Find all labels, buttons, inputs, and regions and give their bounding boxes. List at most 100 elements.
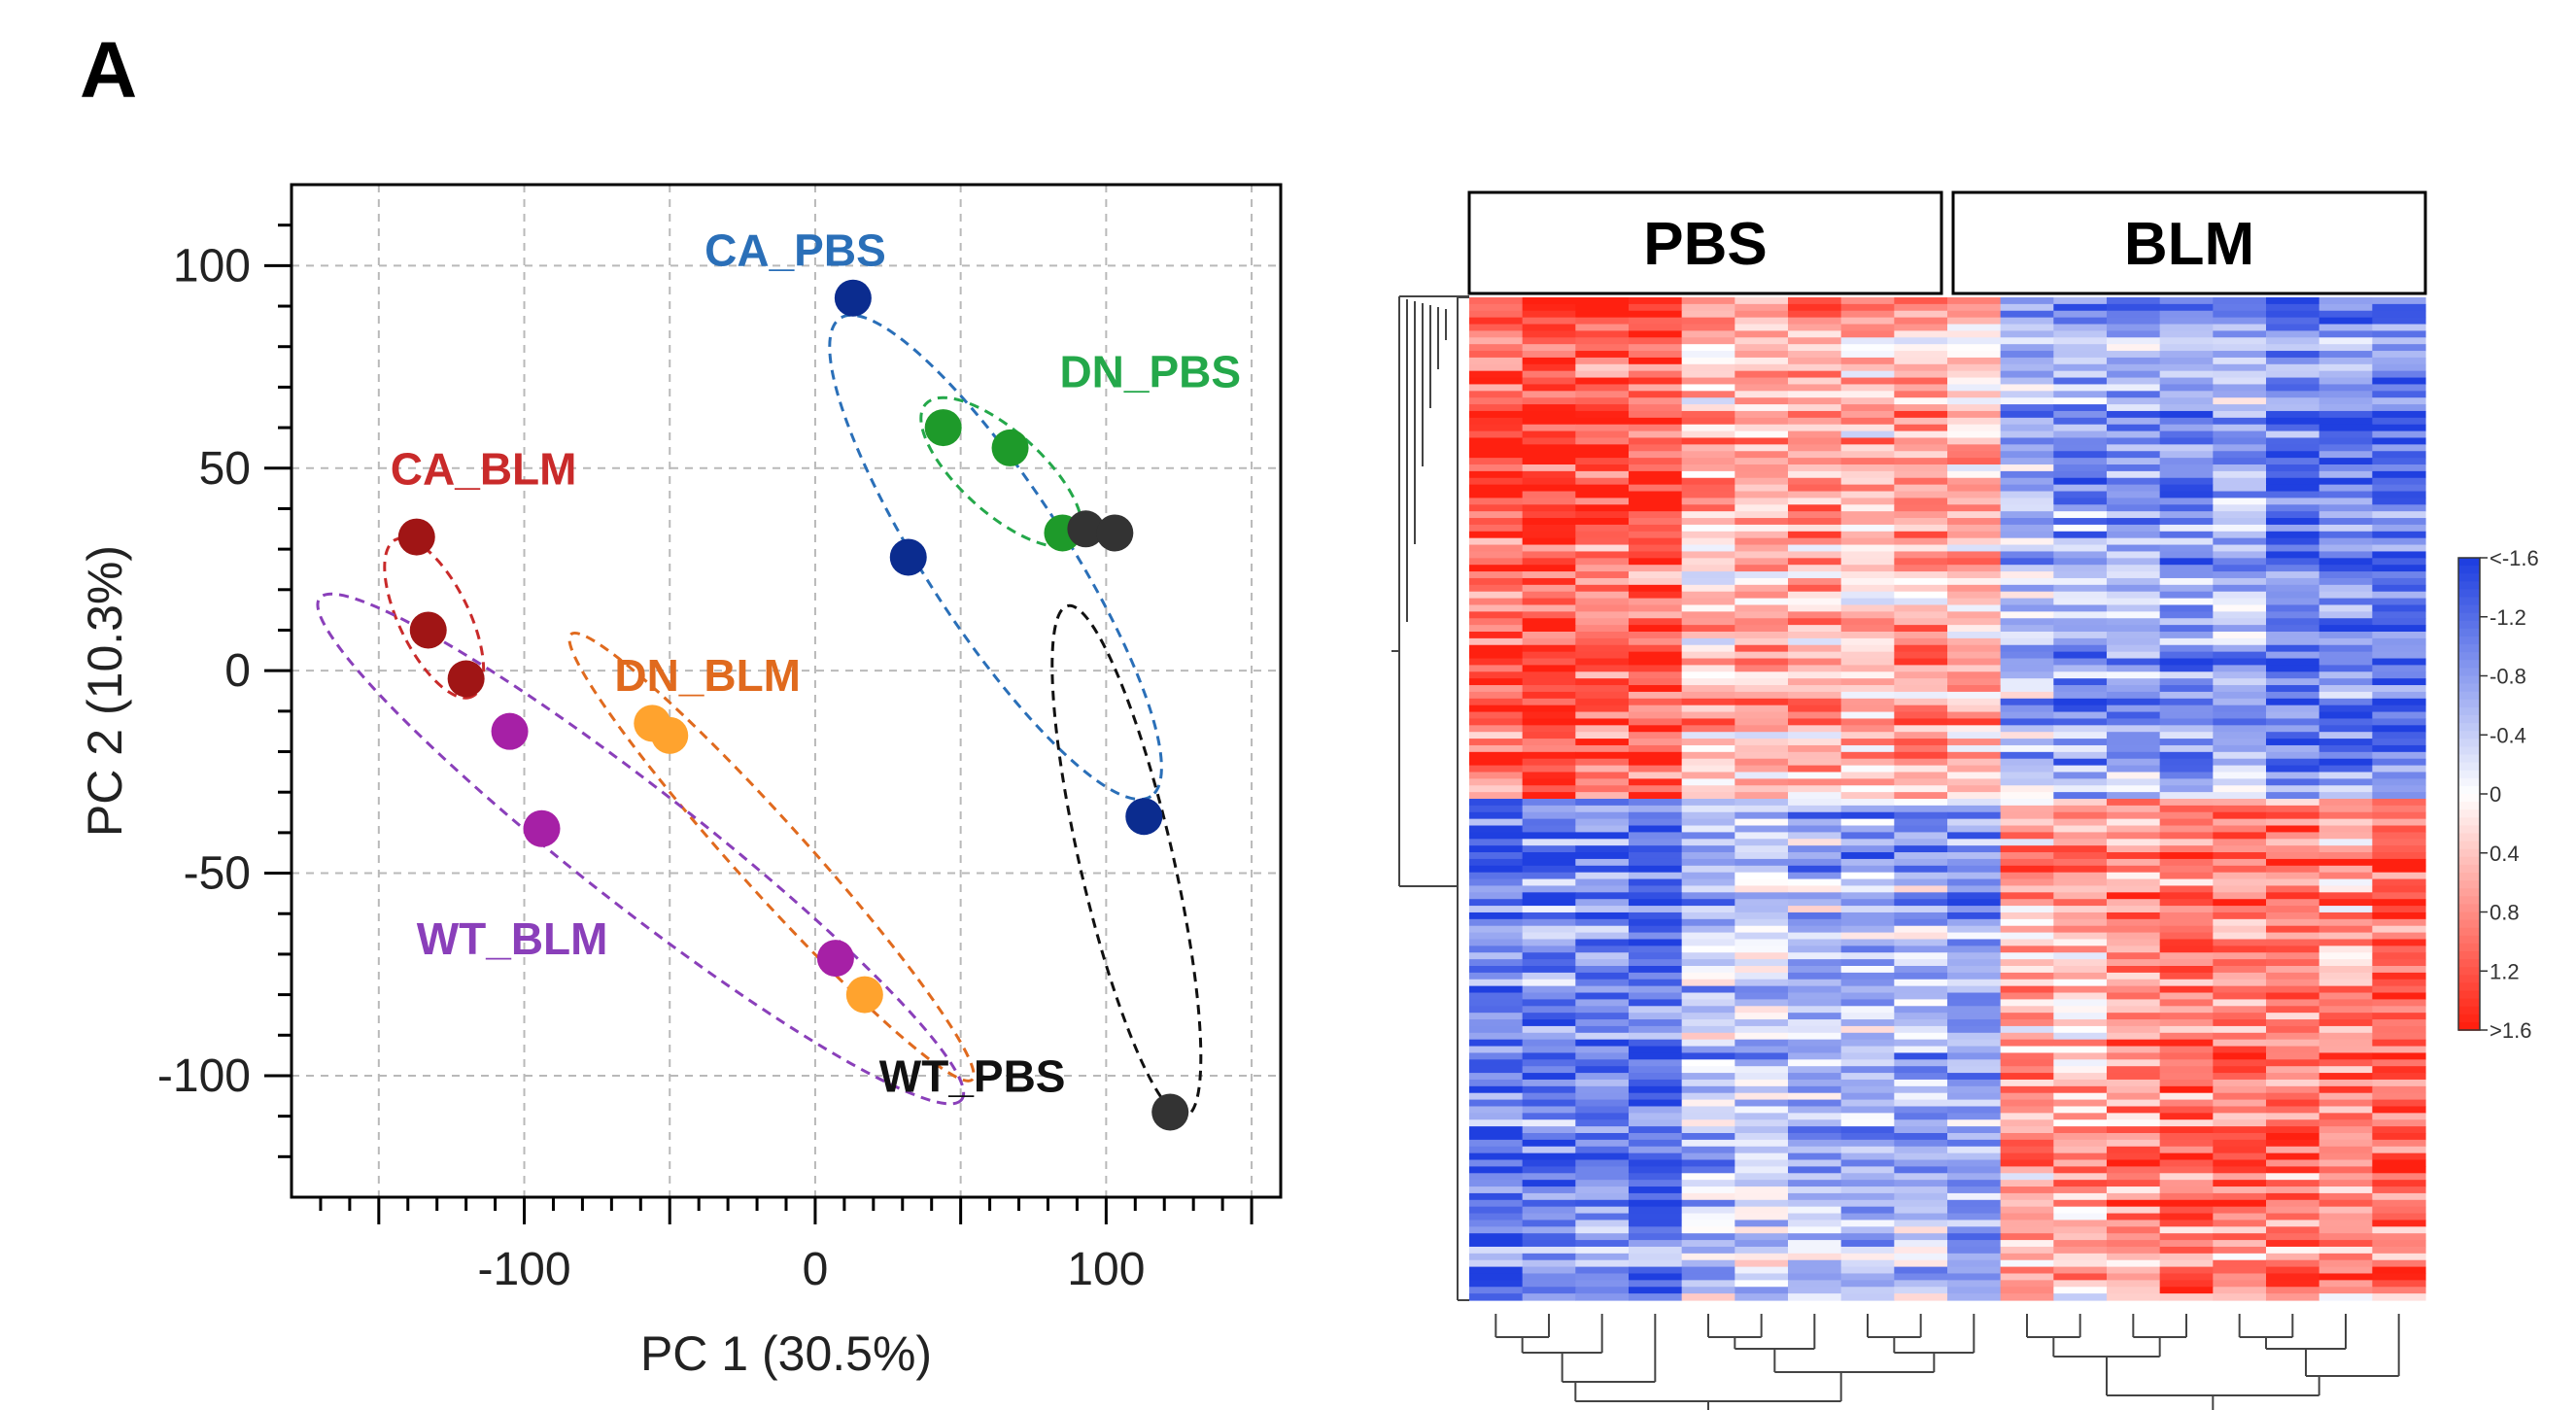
heatmap-cell [1522, 744, 1576, 753]
heatmap-cell [2213, 1159, 2267, 1167]
heatmap-cell [1788, 1220, 1842, 1227]
heatmap-cell [2107, 651, 2161, 660]
heatmap-cell [2053, 330, 2108, 338]
heatmap-cell [1947, 872, 2002, 880]
heatmap-cell [2053, 1253, 2108, 1261]
heatmap-cell [2372, 498, 2426, 505]
heatmap-cell [1681, 1106, 1735, 1114]
heatmap-cell [1735, 959, 1789, 967]
heatmap-cell [2318, 818, 2373, 827]
heatmap-cell [2053, 932, 2108, 941]
heatmap-cell [1840, 972, 1895, 980]
heatmap-cell [1894, 1173, 1948, 1181]
heatmap-cell [2266, 618, 2320, 626]
heatmap-cell [2372, 363, 2426, 372]
heatmap-cell [2372, 651, 2426, 660]
heatmap-cell [1629, 571, 1683, 579]
heatmap-cell [2107, 598, 2161, 606]
heatmap-cell [2107, 725, 2161, 733]
heatmap-cell [1522, 303, 1576, 312]
heatmap-cell [1788, 637, 1842, 646]
heatmap-cell [2372, 732, 2426, 739]
heatmap-cell [2000, 939, 2054, 946]
heatmap-cell [2107, 799, 2161, 807]
heatmap-cell [1840, 911, 1895, 920]
heatmap-cell [2000, 397, 2054, 405]
heatmap-cell [1840, 1025, 1895, 1034]
heatmap-cell [1522, 811, 1576, 820]
heatmap-cell [1575, 1119, 1630, 1127]
heatmap-cell [2372, 1159, 2426, 1167]
heatmap-cell [1894, 544, 1948, 553]
heatmap-cell [2000, 464, 2054, 472]
heatmap-cell [1469, 799, 1524, 807]
heatmap-cell [1469, 1293, 1524, 1301]
heatmap-cell [1575, 317, 1630, 326]
heatmap-cell [1575, 1233, 1630, 1241]
header-box-pbs [1467, 190, 1943, 295]
heatmap-cell [2318, 1192, 2373, 1201]
heatmap-cell [2159, 391, 2214, 398]
heatmap-cell [2372, 1280, 2426, 1288]
heatmap-cell [1840, 1079, 1895, 1087]
heatmap-cell [1788, 377, 1842, 386]
heatmap-cell [2159, 537, 2214, 546]
heatmap-cell [1894, 424, 1948, 432]
heatmap-cell [1735, 718, 1789, 726]
heatmap-cell [1735, 1039, 1789, 1048]
heatmap-cell [1735, 404, 1789, 412]
heatmap-cell [1575, 758, 1630, 767]
heatmap-cell [2107, 1240, 2161, 1248]
heatmap-cell [1788, 330, 1842, 338]
point-wt-pbs [1151, 1093, 1189, 1131]
heatmap-cell [1681, 417, 1735, 426]
heatmap-cell [2000, 1046, 2054, 1054]
heatmap-cell [1629, 892, 1683, 900]
label-wt-blm: WT_BLM [417, 913, 608, 964]
heatmap-cell [1840, 772, 1895, 779]
heatmap-cell [1575, 1106, 1630, 1114]
heatmap-cell [2000, 1266, 2054, 1275]
heatmap-cell [2318, 1280, 2373, 1288]
heatmap-cell [1469, 598, 1524, 606]
heatmap-cell [2372, 424, 2426, 432]
heatmap-cell [1469, 511, 1524, 519]
colorbar-segment [2458, 597, 2480, 606]
heatmap-cell [2372, 1213, 2426, 1221]
heatmap-cell [1788, 739, 1842, 746]
heatmap-cell [2053, 1113, 2108, 1120]
heatmap-cell [1469, 852, 1524, 860]
heatmap-cell [2372, 584, 2426, 593]
heatmap-cell [1947, 1126, 2002, 1134]
heatmap-cell [1522, 979, 1576, 987]
heatmap-cell [2372, 1146, 2426, 1154]
heatmap-cell [2213, 698, 2267, 706]
heatmap-cell [1894, 792, 1948, 800]
heatmap-cell [1735, 1273, 1789, 1281]
heatmap-cell [1469, 925, 1524, 934]
heatmap-cell [1522, 691, 1576, 700]
heatmap-cell [1575, 999, 1630, 1007]
heatmap-cell [2213, 858, 2267, 867]
heatmap-cell [2000, 1139, 2054, 1148]
heatmap-cell [1629, 604, 1683, 612]
heatmap-cell [2318, 377, 2373, 386]
heatmap-cell [1735, 758, 1789, 767]
heatmap-cell [2372, 1287, 2426, 1294]
heatmap-cell [1575, 1273, 1630, 1281]
heatmap-cell [2159, 451, 2214, 459]
heatmap-cell [1629, 732, 1683, 739]
heatmap-cell [1575, 946, 1630, 953]
heatmap-cell [1788, 504, 1842, 512]
heatmap-cell [2213, 537, 2267, 546]
heatmap-cell [2053, 391, 2108, 398]
heatmap-cell [1575, 959, 1630, 967]
heatmap-cell [2318, 1293, 2373, 1301]
heatmap-cell [2213, 451, 2267, 459]
heatmap-cell [1681, 691, 1735, 700]
heatmap-cell [1681, 430, 1735, 439]
heatmap-cell [1522, 577, 1576, 586]
heatmap-cell [2213, 878, 2267, 887]
heatmap-cell [1575, 565, 1630, 572]
heatmap-cell [2266, 357, 2320, 365]
